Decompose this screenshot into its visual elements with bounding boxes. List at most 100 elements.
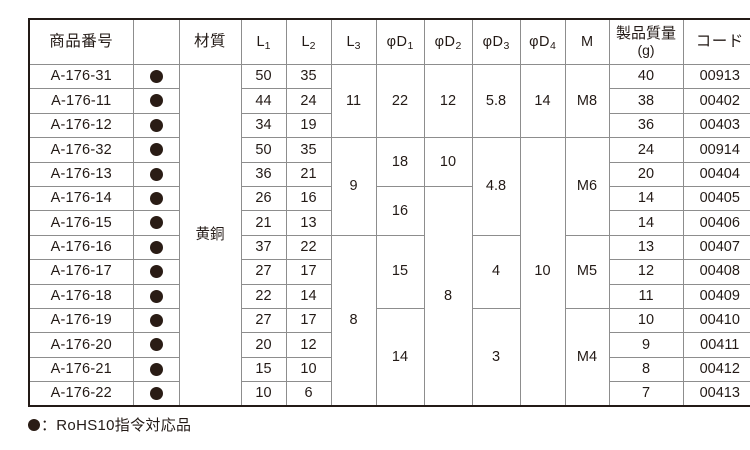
cell-rohs (132, 210, 180, 236)
cell-l1: 34 (240, 112, 287, 139)
cell-mass: 10 (608, 307, 684, 334)
cell-model: A-176-18 (28, 283, 134, 309)
cell-l2: 17 (285, 307, 332, 334)
cell-l2: 12 (285, 332, 332, 358)
table-header: 商品番号 材質 L1 L2 L3 φD1 φD2 φD3 φD4 M 製品質量 … (28, 18, 750, 65)
table-row: A-176-18 22 14 11 00409 (28, 283, 750, 309)
header-d2-subscript: 2 (455, 39, 462, 52)
cell-model: A-176-32 (28, 137, 134, 163)
cell-rohs (132, 88, 180, 114)
cell-m: M5 (564, 234, 610, 309)
cell-l2: 14 (285, 283, 332, 309)
filled-circle-icon (149, 216, 163, 230)
cell-l2: 16 (285, 185, 332, 212)
cell-l2: 22 (285, 234, 332, 261)
cell-mass: 14 (608, 210, 684, 236)
header-l3-subscript: 3 (354, 39, 361, 52)
cell-mass: 36 (608, 112, 684, 139)
header-d2: φD2 (423, 18, 473, 65)
cell-mass: 13 (608, 234, 684, 261)
cell-d3: 3 (471, 307, 521, 407)
cell-code: 00408 (682, 259, 750, 285)
cell-mass: 38 (608, 88, 684, 114)
cell-model: A-176-21 (28, 356, 134, 383)
cell-code: 00410 (682, 307, 750, 334)
table-row: A-176-14 26 16 16 8 14 00405 (28, 185, 750, 407)
cell-code: 00412 (682, 356, 750, 383)
header-d3: φD3 (471, 18, 521, 65)
table-body: A-176-31 黄銅 50 35 11 22 12 5.8 14 M8 40 00913 A-176-… (28, 63, 750, 407)
filled-circle-icon (149, 387, 163, 401)
filled-circle-icon (149, 265, 163, 279)
cell-l1: 27 (240, 307, 287, 334)
header-mass-label: 製品質量 (g) (610, 25, 683, 57)
product-spec-table: 商品番号 材質 L1 L2 L3 φD1 φD2 φD3 φD4 M 製品質量 … (28, 18, 750, 408)
header-l2: L2 (285, 18, 332, 65)
filled-circle-icon (149, 70, 163, 84)
filled-circle-icon (149, 118, 163, 132)
cell-d2: 8 (423, 185, 473, 407)
header-d1-subscript: 1 (407, 39, 414, 52)
header-d4-text: φD (529, 33, 551, 50)
cell-l2: 6 (285, 381, 332, 407)
header-d4-subscript: 4 (550, 39, 556, 52)
filled-circle-icon (149, 191, 163, 205)
header-d3-subscript: 3 (503, 39, 510, 52)
header-mass: 製品質量 (g) (608, 18, 684, 65)
cell-l1: 44 (240, 88, 287, 114)
header-l3: L3 (330, 18, 377, 65)
table-row: A-176-20 20 12 9 00411 (28, 332, 750, 358)
header-d1: φD1 (375, 18, 425, 65)
table-row: A-176-13 36 21 20 00404 (28, 161, 750, 187)
cell-l1: 36 (240, 161, 287, 187)
cell-d3: 5.8 (471, 63, 521, 139)
cell-l2: 19 (285, 112, 332, 139)
header-material: 材質 (178, 18, 242, 65)
cell-l1: 20 (240, 332, 287, 358)
cell-l1: 26 (240, 185, 287, 212)
cell-model: A-176-13 (28, 161, 134, 187)
cell-code: 00405 (682, 185, 750, 212)
cell-l2: 35 (285, 63, 332, 90)
cell-code: 00407 (682, 234, 750, 261)
table-row: A-176-22 10 6 7 00413 (28, 381, 750, 407)
cell-d2: 10 (423, 137, 473, 187)
cell-d1: 18 (375, 137, 425, 187)
cell-l2: 24 (285, 88, 332, 114)
cell-rohs (132, 259, 180, 285)
cell-rohs (132, 307, 180, 334)
cell-d4: 10 (519, 137, 566, 407)
header-mass-unit: (g) (637, 41, 655, 58)
cell-code: 00409 (682, 283, 750, 309)
cell-rohs (132, 234, 180, 261)
filled-circle-icon (149, 313, 163, 327)
cell-l2: 17 (285, 259, 332, 285)
cell-code: 00411 (682, 332, 750, 358)
table-row: A-176-12 34 19 36 00403 (28, 112, 750, 139)
cell-model: A-176-16 (28, 234, 134, 261)
header-l2-subscript: 2 (309, 39, 316, 52)
header-l1-subscript: 1 (264, 39, 271, 52)
cell-l1: 10 (240, 381, 287, 407)
header-mass-text: 製品質量 (615, 25, 676, 43)
cell-l1: 37 (240, 234, 287, 261)
table-row: A-176-31 黄銅 50 35 11 22 12 5.8 14 M8 40 00913 (28, 63, 750, 407)
table-row: A-176-21 15 10 8 00412 (28, 356, 750, 383)
cell-rohs (132, 332, 180, 358)
cell-rohs (132, 356, 180, 383)
cell-code: 00402 (682, 88, 750, 114)
cell-l3: 11 (330, 63, 377, 139)
cell-material: 黄銅 (178, 64, 242, 407)
header-model: 商品番号 (28, 18, 134, 65)
cell-mass: 20 (608, 161, 684, 187)
cell-l2: 10 (285, 356, 332, 383)
cell-model: A-176-15 (28, 210, 134, 236)
cell-d1: 22 (375, 63, 425, 139)
cell-d1: 16 (375, 185, 425, 236)
header-d1-text: φD (386, 33, 408, 50)
table-row: A-176-15 21 13 14 00406 (28, 210, 750, 236)
filled-circle-icon (149, 94, 163, 108)
cell-mass: 24 (608, 137, 684, 163)
cell-d3: 4 (471, 234, 521, 309)
